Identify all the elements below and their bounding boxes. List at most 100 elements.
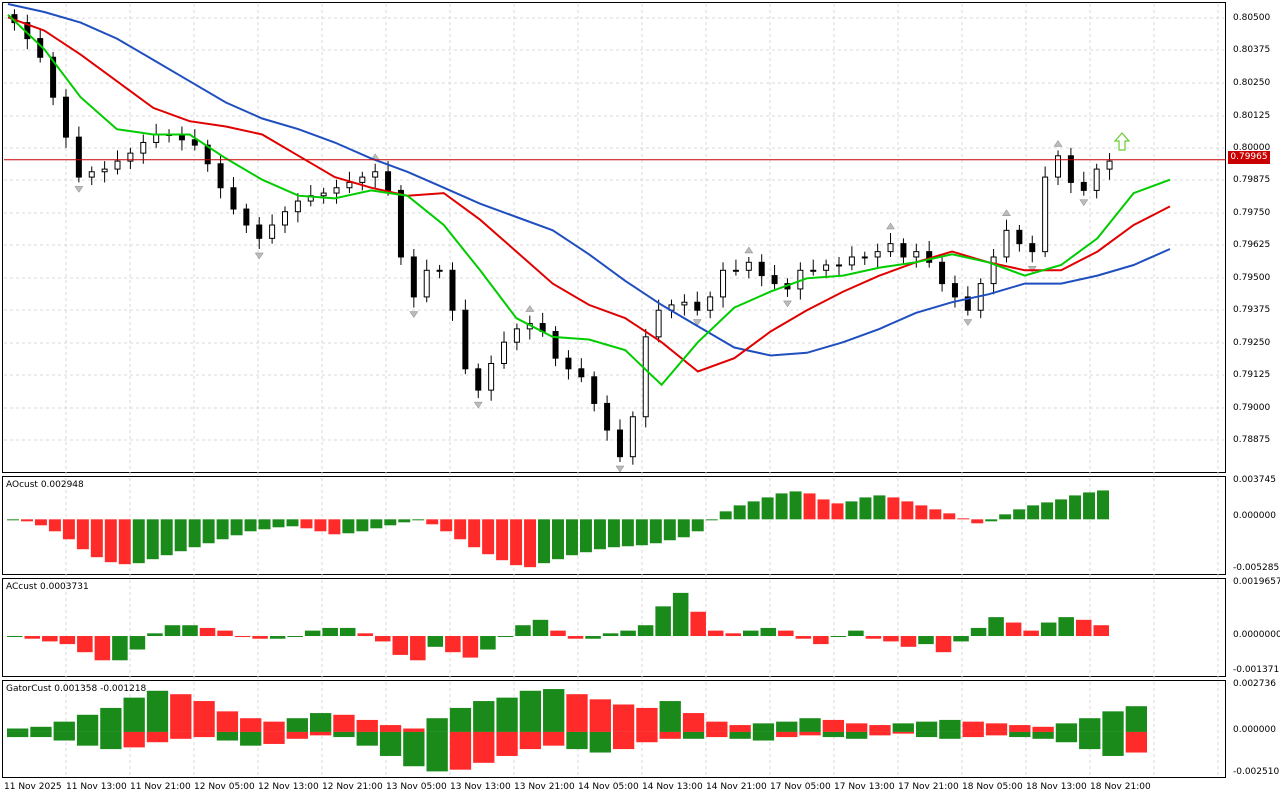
- gator-upper-bar: [379, 725, 402, 732]
- gator-upper-bar: [682, 713, 705, 732]
- ac-histogram-bar: [760, 627, 777, 637]
- ao-histogram-bar: [188, 519, 201, 548]
- gator-lower-bar: [1079, 731, 1101, 750]
- gator-upper-bar: [752, 723, 775, 732]
- gator-upper-bar: [543, 689, 565, 732]
- ac-histogram-bar: [865, 636, 882, 639]
- candle-body: [101, 168, 108, 173]
- ac-histogram-bar: [515, 625, 531, 637]
- candle-body: [436, 269, 443, 272]
- ao-histogram-bar: [48, 519, 61, 532]
- ac-histogram-bar: [900, 636, 917, 647]
- ac-histogram-bar: [690, 611, 706, 637]
- ao-histogram-bar: [174, 519, 187, 552]
- gator-lower-bar: [962, 731, 984, 738]
- ac-histogram-bar: [462, 636, 479, 658]
- ao-histogram-bar: [524, 519, 537, 568]
- ac-histogram-bar: [743, 630, 759, 637]
- ac-histogram-bar: [322, 627, 338, 637]
- x-tick-label: 11 Nov 13:00: [66, 782, 127, 792]
- x-tick-label: 11 Nov 2025: [4, 782, 62, 792]
- gator-lower-bar: [846, 731, 868, 739]
- candle-body: [913, 251, 920, 258]
- candle-body: [462, 309, 469, 370]
- ao-histogram-bar: [62, 519, 75, 540]
- ao-histogram-bar: [1083, 492, 1096, 520]
- gator-upper-bar: [1055, 723, 1078, 732]
- candle-body: [423, 269, 430, 298]
- candle-body: [951, 283, 958, 298]
- ao-histogram-bar: [342, 519, 355, 534]
- gator-lower-bar: [799, 731, 821, 736]
- gator-upper-bar: [170, 694, 192, 732]
- y-tick-label: 0.78875: [1233, 435, 1271, 445]
- gator-lower-bar: [776, 731, 798, 738]
- ao-histogram-bar: [593, 519, 606, 550]
- ac-tick-label: 0.0019657: [1233, 577, 1280, 587]
- gator-lower-bar: [76, 731, 99, 746]
- ac-histogram-bar: [1058, 617, 1074, 637]
- x-tick-label: 13 Nov 21:00: [514, 782, 575, 792]
- ac-histogram-bar: [1040, 622, 1057, 637]
- gator-tick-label: 0.002736: [1233, 679, 1276, 689]
- ao-histogram-bar: [314, 519, 327, 532]
- ao-histogram-bar: [999, 514, 1012, 520]
- gator-lower-bar: [7, 731, 29, 738]
- y-tick-label: 0.79250: [1233, 338, 1271, 348]
- ao-histogram-bar: [1055, 499, 1068, 520]
- x-tick-label: 17 Nov 05:00: [770, 782, 831, 792]
- candle-body: [745, 261, 752, 271]
- ao-histogram-bar: [1069, 495, 1082, 520]
- y-tick-label: 0.80125: [1233, 111, 1271, 121]
- gator-upper-bar: [985, 723, 1008, 732]
- ao-histogram-bar: [677, 519, 690, 538]
- candle-body: [62, 96, 69, 138]
- gator-lower-bar: [519, 731, 542, 750]
- gator-lower-bar: [1125, 731, 1147, 753]
- ao-histogram-bar: [300, 519, 313, 529]
- gator-upper-bar: [589, 699, 611, 732]
- candle-body: [655, 309, 662, 338]
- candle-body: [282, 211, 288, 226]
- ao-histogram-bar: [985, 519, 998, 522]
- ac-histogram-bar: [795, 636, 812, 639]
- ac-histogram-bar: [77, 636, 93, 653]
- ao-histogram-bar: [160, 519, 173, 556]
- gator-lower-bar: [543, 731, 565, 746]
- candle-body: [243, 208, 250, 226]
- x-tick-label: 18 Nov 13:00: [1026, 782, 1087, 792]
- fractal-down-marker: [1079, 199, 1089, 207]
- gator-upper-bar: [449, 707, 472, 732]
- ac-histogram-bar: [252, 636, 268, 639]
- gator-lower-bar: [473, 731, 495, 763]
- gator-lower-bar: [449, 731, 472, 770]
- ac-histogram-bar: [602, 633, 619, 637]
- candle-body: [848, 256, 855, 266]
- gator-lower-bar: [682, 731, 705, 739]
- candle-body: [771, 275, 778, 285]
- ao-histogram-bar: [957, 518, 970, 520]
- gator-lower-bar: [915, 731, 938, 738]
- ao-histogram-bar: [356, 519, 369, 532]
- alligator-teeth-line: [7, 16, 1171, 373]
- gator-upper-bar: [636, 707, 658, 732]
- ao-histogram-bar: [272, 519, 285, 528]
- ao-histogram-bar: [440, 519, 453, 532]
- ac-pane[interactable]: [2, 578, 1226, 677]
- ao-histogram-bar: [244, 519, 257, 532]
- x-tick-label: 17 Nov 13:00: [834, 782, 895, 792]
- ao-histogram-bar: [859, 497, 872, 520]
- ao-histogram-bar: [733, 505, 746, 520]
- ac-histogram-bar: [445, 636, 461, 653]
- gator-lower-bar: [496, 731, 518, 756]
- ao-histogram-bar: [496, 519, 509, 561]
- gator-indicator-label: GatorCust 0.001358 -0.001218: [6, 684, 147, 694]
- ac-histogram-bar: [1093, 625, 1109, 637]
- ac-histogram-bar: [1005, 622, 1022, 637]
- fractal-down-marker: [1027, 266, 1037, 273]
- ao-histogram-bar: [146, 519, 159, 560]
- candle-body: [939, 261, 946, 285]
- ac-histogram-bar: [217, 630, 233, 637]
- gator-lower-bar: [612, 731, 635, 750]
- x-tick-label: 11 Nov 21:00: [130, 782, 191, 792]
